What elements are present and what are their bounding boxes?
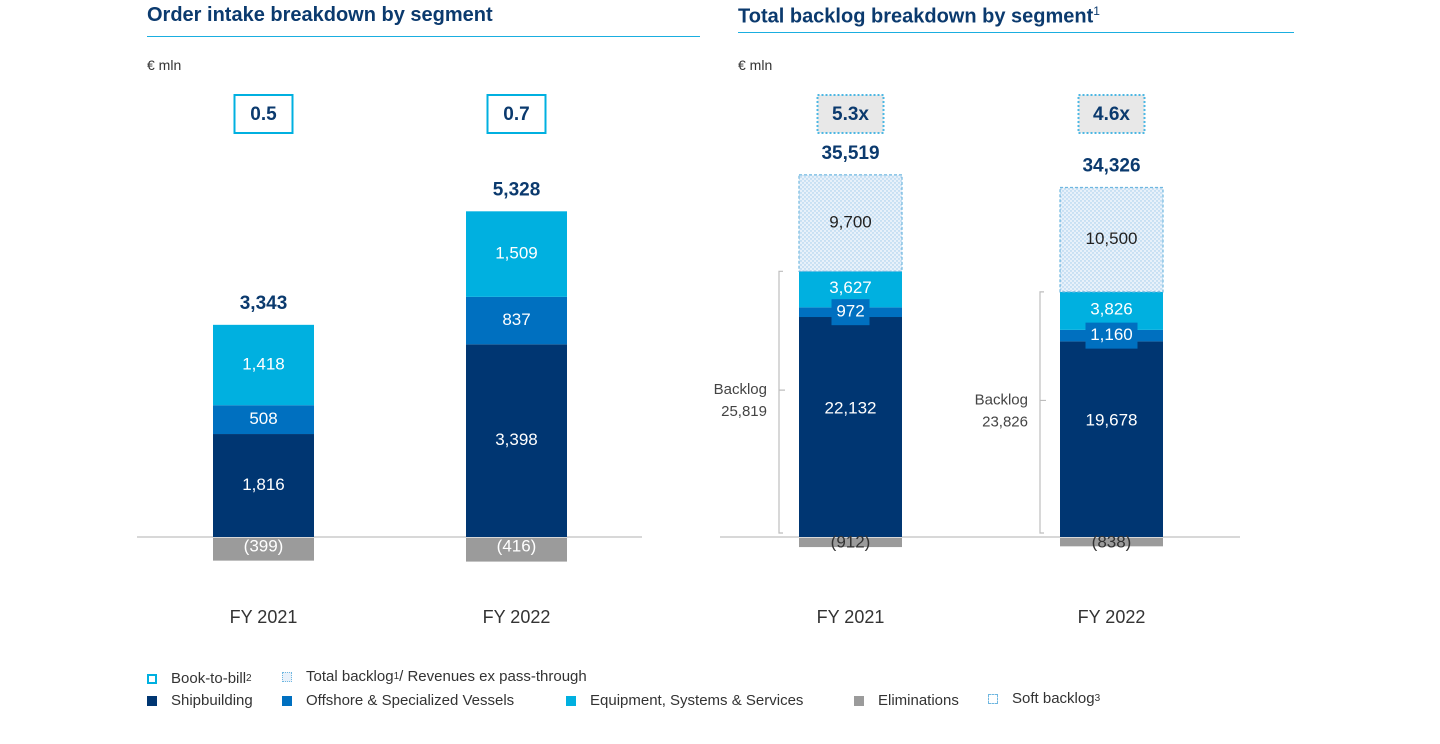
soft-backlog-swatch-icon [988,693,998,704]
bar-shipbuilding-fy-2022 [466,344,567,537]
backlog-brace-value-fy-2022: 23,826 [982,413,1028,430]
label-eliminations-fy-2021: (399) [244,536,284,555]
equipment-swatch-icon [566,695,576,706]
label-offshore-fy-2021: 972 [836,302,864,321]
bar-offshore-specialized-vessels-fy-2021 [213,405,314,435]
backlog-brace-fy-2021 [778,270,785,534]
right-title-rule [738,32,1294,33]
label-shipbuilding-fy-2021: 1,816 [242,475,285,494]
legend-soft-backlog: Soft backlog 3 [988,690,1100,707]
bar-shipbuilding-fy-2021 [799,317,902,537]
backlog-ratio-box-fy-2022 [1077,94,1146,134]
label-equipment-fy-2022: 1,509 [495,244,538,263]
legend-equipment: Equipment, Systems & Services [566,692,803,709]
legend-shipbuilding: Shipbuilding [147,692,253,709]
total-label-fy-2022: 5,328 [493,179,541,200]
ratio-label-fy-2022: 0.7 [503,104,529,125]
legend-book-to-bill: Book-to-bill 2 [147,670,252,687]
label-box-offshore-fy-2021 [831,299,870,326]
backlog-brace-title-fy-2022: Backlog [975,391,1028,408]
label-offshore-fy-2022: 1,160 [1090,325,1133,344]
label-shipbuilding-fy-2022: 19,678 [1086,411,1138,430]
backlog-brace-value-fy-2021: 25,819 [721,403,767,420]
total-label-fy-2021: 3,343 [240,293,288,314]
label-soft-backlog-fy-2022: 10,500 [1086,229,1138,248]
bar-equipment-systems-services-fy-2021 [213,324,314,406]
category-label-fy-2022: FY 2022 [1078,607,1146,627]
bar-eliminations-fy-2022 [466,538,567,562]
left-chart-title: Order intake breakdown by segment [147,4,493,26]
eliminations-swatch-icon [854,695,864,706]
book-to-bill-swatch-icon [147,673,157,684]
label-equipment-fy-2022: 3,826 [1090,299,1133,318]
bar-shipbuilding-fy-2022 [1060,341,1163,537]
legend-eliminations: Eliminations [854,692,959,709]
backlog-brace-fy-2022 [1039,291,1046,534]
total-label-fy-2022: 34,326 [1082,155,1140,176]
ratio-label-fy-2022: 4.6x [1093,104,1130,125]
backlog-brace-title-fy-2021: Backlog [714,381,767,398]
charts-canvas: 1,816 508 1,418 (399) 3,343 0.5 FY 2021 3,398 83… [137,94,1240,627]
category-label-fy-2021: FY 2021 [817,607,885,627]
total-label-fy-2021: 35,519 [821,143,879,164]
bar-eliminations-fy-2021 [799,538,902,548]
label-shipbuilding-fy-2022: 3,398 [495,430,538,449]
category-label-fy-2022: FY 2022 [483,607,551,627]
bar-equipment-systems-services-fy-2022 [466,211,567,297]
bar-eliminations-fy-2022 [1060,538,1163,547]
book-to-bill-box-fy-2021 [233,94,294,134]
right-chart-title: Total backlog breakdown by segment1 [738,4,1100,28]
left-title-rule [147,36,700,37]
label-equipment-fy-2021: 1,418 [242,355,285,374]
category-label-fy-2021: FY 2021 [230,607,298,627]
legend-total-backlog-ratio: Total backlog 1 / Revenues ex pass-throug… [282,668,587,685]
bar-soft-backlog-fy-2022 [1059,186,1164,293]
backlog-ratio-box-fy-2021 [816,94,885,134]
offshore-swatch-icon [282,695,292,706]
book-to-bill-box-fy-2022 [486,94,547,134]
label-soft-backlog-fy-2021: 9,700 [829,213,872,232]
left-unit-label: € mln [147,57,182,73]
label-eliminations-fy-2022: (838) [1092,532,1132,551]
label-eliminations-fy-2022: (416) [497,536,537,555]
bar-eliminations-fy-2021 [213,538,314,561]
label-offshore-fy-2022: 837 [502,310,530,329]
label-equipment-fy-2021: 3,627 [829,278,872,297]
bar-offshore-specialized-vessels-fy-2022 [466,296,567,345]
dotted-swatch-icon [282,671,292,682]
label-shipbuilding-fy-2021: 22,132 [825,398,877,417]
ratio-label-fy-2021: 5.3x [832,104,869,125]
shipbuilding-swatch-icon [147,695,157,706]
bar-shipbuilding-fy-2021 [213,434,314,537]
ratio-label-fy-2021: 0.5 [250,104,277,125]
right-unit-label: € mln [738,57,773,73]
bar-soft-backlog-fy-2021 [798,174,903,272]
label-offshore-fy-2021: 508 [249,409,277,428]
legend-offshore: Offshore & Specialized Vessels [282,692,514,709]
label-box-offshore-fy-2022 [1085,322,1138,349]
label-eliminations-fy-2021: (912) [831,532,871,551]
